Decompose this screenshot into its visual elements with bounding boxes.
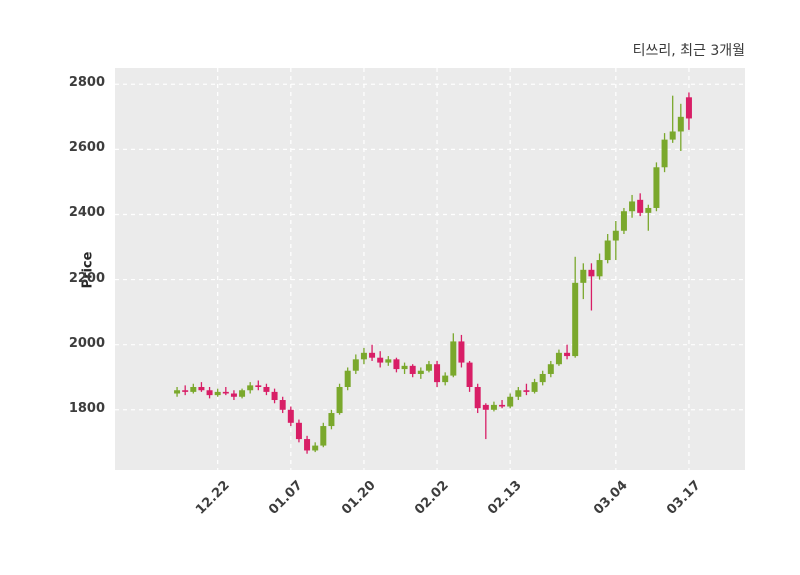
y-tick-label: 2200 [68,270,105,286]
plot-area [115,68,745,470]
candle-body [629,201,636,212]
y-tick-label: 2600 [68,140,105,156]
candle-body [458,341,465,363]
candle-body [434,364,441,383]
candle-body [604,240,611,261]
candle-body [328,413,335,427]
y-tick-label: 2400 [68,205,105,221]
candle-body [490,404,497,410]
candle-body [555,352,562,365]
candle-body [198,386,205,391]
candle-body [393,359,400,370]
candle-body [287,409,294,423]
candle-body [677,116,684,132]
candle-body [523,390,530,392]
candle-body [401,365,408,370]
candle-body [312,445,319,451]
x-tick-label: 02.02 [411,478,452,518]
candle-body [442,375,449,383]
x-tick-label: 01.20 [338,478,379,518]
candle-body [206,390,213,396]
candle-body [214,391,221,396]
chart-title: 티쓰리, 최근 3개월 [632,43,745,59]
candle-body [580,269,587,283]
x-tick-label: 03.17 [663,478,704,518]
candle-body [344,370,351,387]
candle-body [255,385,262,387]
candle-body [425,364,432,371]
candle-body [352,359,359,371]
candle-body [564,352,571,357]
candle-body [653,167,660,208]
candle-body [263,386,270,392]
y-tick-label: 1800 [68,400,105,416]
candle-body [637,199,644,213]
candle-body [295,422,302,440]
candle-body [247,385,254,391]
candle-body [450,341,457,376]
x-tick-label: 12.22 [192,478,233,518]
candle-body [507,396,514,407]
candle-body [385,359,392,363]
candle-body [417,370,424,374]
candle-body [539,373,546,383]
candle-body [588,269,595,277]
candle-body [466,362,473,387]
candle-body [515,390,522,397]
candle-body [409,365,416,374]
candle-body [482,404,489,410]
candle-body [572,282,579,357]
candle-body [222,391,229,394]
candle-body [499,404,506,407]
x-tick-label: 01.07 [265,478,306,518]
candle-body [271,391,278,401]
y-tick-label: 2800 [68,75,105,91]
candle-body [547,364,554,374]
candle-body [360,352,367,360]
candle-body [320,426,327,446]
x-tick-label: 02.13 [485,478,525,518]
candle-body [661,139,668,168]
candlestick-plot [115,68,745,470]
candle-body [230,393,237,397]
x-tick-label: 03.04 [590,478,631,518]
candle-body [474,386,481,409]
candle-body [182,390,189,392]
candle-body [336,386,343,414]
candle-body [279,400,286,410]
candle-body [669,131,676,140]
candle-body [645,207,652,213]
candle-body [596,260,603,277]
y-tick-label: 2000 [68,335,105,351]
candle-body [620,211,627,231]
candle-body [612,230,619,241]
candle-body [304,439,311,451]
candle-body [174,390,181,394]
candle-body [369,352,376,358]
candle-body [685,97,692,119]
candle-body [531,382,538,392]
candle-body [239,390,246,397]
candle-body [377,357,384,363]
candle-body [190,386,197,392]
